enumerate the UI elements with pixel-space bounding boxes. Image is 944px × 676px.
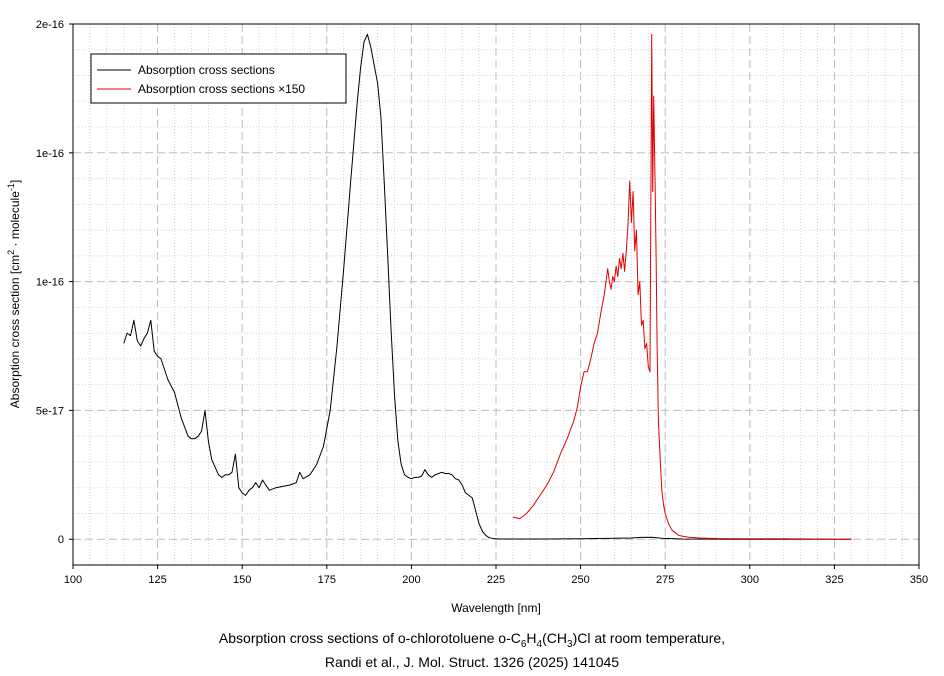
y-axis-title-part3: ] <box>8 180 22 183</box>
x-tick-label: 175 <box>318 574 336 586</box>
x-tick-label: 125 <box>148 574 166 586</box>
absorption-chart: 100 125 150 175 200 225 250 275 300 325 350 0 5e-17… <box>6 19 928 615</box>
y-axis-ticks: 0 5e-17 1e-16 1e-16 2e-16 <box>36 19 73 546</box>
y-tick-label: 1e-16 <box>36 277 64 289</box>
caption-sub-4: 4 <box>536 638 543 650</box>
legend-label-red: Absorption cross sections ×150 <box>138 82 305 96</box>
x-axis-title: Wavelength [nm] <box>451 601 541 615</box>
y-tick-label: 1e-16 <box>36 148 64 160</box>
y-tick-label: 5e-17 <box>36 405 64 417</box>
y-axis-title-sup1: 2 <box>6 250 16 255</box>
caption-suffix: )Cl at room temperature, <box>572 630 726 646</box>
x-tick-label: 350 <box>910 574 928 586</box>
caption-mid1: H <box>526 630 537 646</box>
caption-sub-6: 6 <box>520 638 527 650</box>
series-line-absorption-x150 <box>512 33 852 540</box>
x-tick-label: 275 <box>656 574 674 586</box>
caption-sub-3: 3 <box>567 638 573 650</box>
x-tick-label: 150 <box>233 574 251 586</box>
x-tick-label: 100 <box>64 574 82 586</box>
y-axis-title-part1: Absorption cross section [cm <box>8 255 22 408</box>
x-tick-label: 225 <box>487 574 505 586</box>
figure-caption-line2: Randi et al., J. Mol. Struct. 1326 (2025… <box>324 654 620 670</box>
caption-mid2: (CH <box>542 630 567 646</box>
y-tick-label: 0 <box>58 534 64 546</box>
y-axis-title-part2: · molecule <box>8 191 22 250</box>
figure-caption-line1: Absorption cross sections of o-chlorotol… <box>0 630 944 650</box>
y-axis-title-sup2: -1 <box>6 183 16 191</box>
y-axis-title: Absorption cross section [cm2 · molecule… <box>6 180 22 408</box>
x-axis-ticks: 100 125 150 175 200 225 250 275 300 325 350 <box>64 565 928 586</box>
legend: Absorption cross sections Absorption cro… <box>90 53 347 104</box>
series-line-absorption <box>123 33 852 540</box>
legend-label-black: Absorption cross sections <box>138 63 275 77</box>
grid-lines <box>73 24 919 565</box>
x-tick-label: 200 <box>402 574 420 586</box>
series-layer <box>123 33 852 540</box>
x-tick-label: 300 <box>741 574 759 586</box>
x-tick-label: 250 <box>571 574 589 586</box>
legend-box <box>90 53 347 104</box>
y-tick-label: 2e-16 <box>36 19 64 31</box>
caption-prefix: Absorption cross sections of o-chlorotol… <box>218 630 521 646</box>
x-tick-label: 325 <box>825 574 843 586</box>
